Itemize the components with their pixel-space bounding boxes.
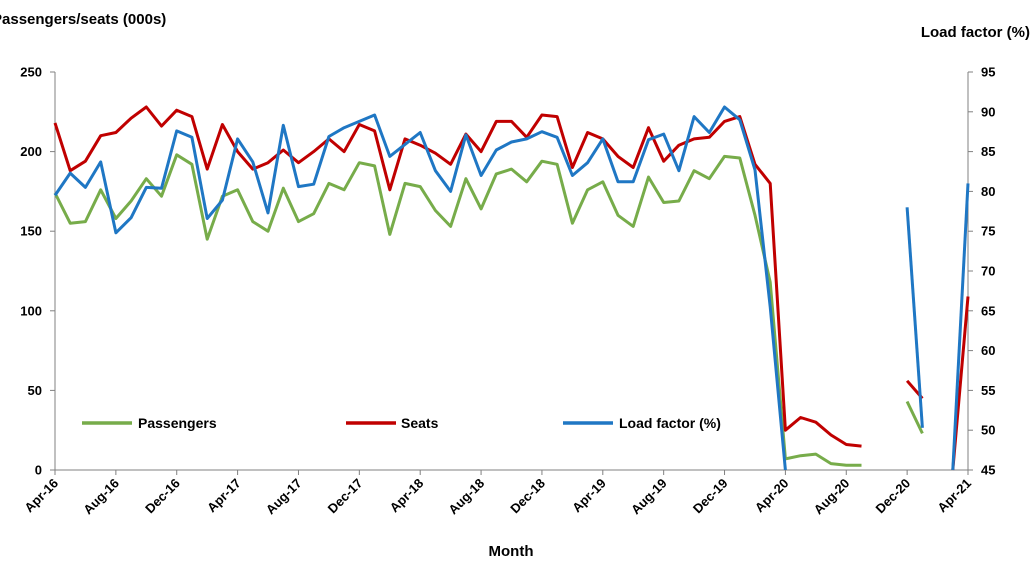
- right-tick-label: 95: [981, 65, 995, 80]
- x-tick-label: Aug-17: [263, 476, 305, 518]
- left-y-ticks: 0 50 100 150 200 250: [20, 65, 55, 478]
- series-lines: [53, 105, 970, 471]
- legend-label-seats: Seats: [401, 415, 439, 431]
- right-tick-label: 65: [981, 303, 995, 318]
- x-tick-label: Apr-17: [204, 476, 244, 516]
- x-tick-label: Dec-18: [507, 476, 548, 517]
- series-line-load-factor: [951, 183, 970, 471]
- x-tick-label: Apr-19: [569, 476, 609, 516]
- x-tick-label: Dec-16: [142, 476, 183, 517]
- series-line-seats: [53, 105, 862, 448]
- chart-axes: [54, 72, 969, 471]
- x-ticks: Apr-16 Aug-16 Dec-16 Apr-17 Aug-17 Dec-17 Apr-…: [21, 470, 974, 517]
- x-axis-title: Month: [489, 543, 534, 560]
- x-tick-label: Aug-18: [445, 476, 487, 518]
- right-tick-label: 85: [981, 144, 995, 159]
- right-y-axis-title: Load factor (%): [921, 24, 1030, 41]
- x-tick-label: Apr-20: [752, 476, 792, 516]
- x-tick-label: Dec-17: [325, 476, 366, 517]
- left-tick-label: 100: [20, 303, 42, 318]
- right-tick-label: 45: [981, 463, 995, 478]
- left-tick-label: 250: [20, 65, 42, 80]
- right-tick-label: 80: [981, 184, 995, 199]
- left-tick-label: 200: [20, 144, 42, 159]
- left-tick-label: 0: [35, 463, 42, 478]
- x-tick-label: Dec-19: [690, 476, 731, 517]
- x-tick-label: Aug-16: [80, 476, 122, 518]
- series-line-passengers: [53, 153, 862, 467]
- series-line-load-factor: [53, 105, 787, 471]
- legend: Passengers Seats Load factor (%): [82, 415, 721, 431]
- left-tick-label: 50: [28, 383, 42, 398]
- right-tick-label: 60: [981, 343, 995, 358]
- x-tick-label: Aug-19: [628, 476, 670, 518]
- left-tick-label: 150: [20, 224, 42, 239]
- right-y-ticks: 45 50 55 60 65 70 75 80 85 90 95: [968, 65, 995, 478]
- right-tick-label: 50: [981, 423, 995, 438]
- right-tick-label: 75: [981, 224, 995, 239]
- x-tick-label: Apr-16: [21, 476, 61, 516]
- right-tick-label: 70: [981, 264, 995, 279]
- right-tick-label: 55: [981, 383, 995, 398]
- x-tick-label: Apr-18: [387, 476, 427, 516]
- right-tick-label: 90: [981, 104, 995, 119]
- series-line-passengers: [905, 400, 924, 435]
- left-y-axis-title: Passengers/seats (000s): [0, 11, 166, 28]
- x-tick-label: Apr-21: [934, 476, 974, 516]
- x-tick-label: Dec-20: [872, 476, 913, 517]
- legend-label-passengers: Passengers: [138, 415, 217, 431]
- x-tick-label: Aug-20: [811, 476, 853, 518]
- series-line-load-factor: [905, 207, 924, 428]
- legend-label-load-factor: Load factor (%): [619, 415, 721, 431]
